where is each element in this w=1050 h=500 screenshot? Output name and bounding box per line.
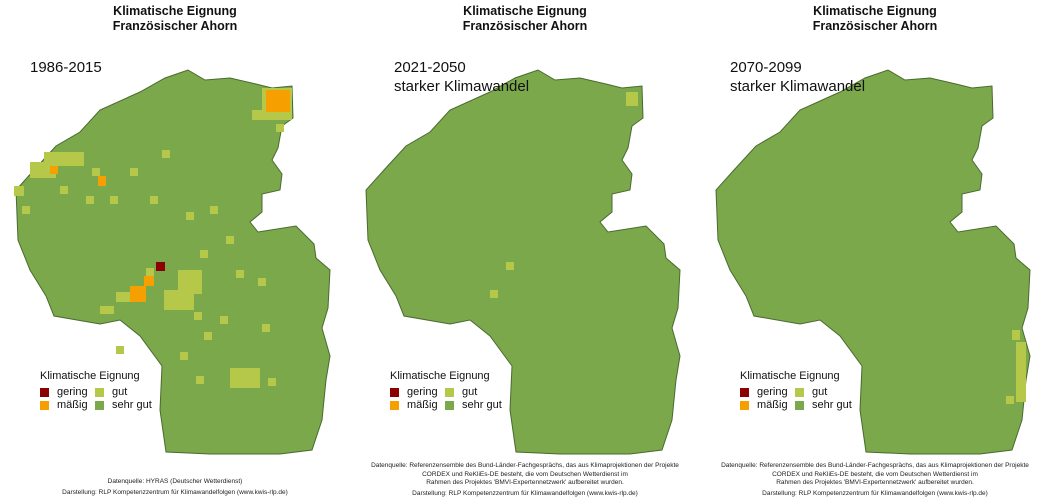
grid-cell-gut — [92, 168, 100, 176]
grid-cell-gut — [22, 206, 30, 214]
grid-cell-gut — [626, 92, 638, 106]
grid-cell-gut — [230, 368, 260, 388]
grid-cell-gut — [116, 292, 136, 302]
grid-cell-gut — [506, 262, 514, 270]
legend-swatch — [390, 387, 399, 397]
grid-cell-gut — [220, 316, 228, 324]
grid-cell-gut — [262, 324, 270, 332]
legend-item-gut: gut — [95, 386, 127, 398]
grid-cell-gut — [164, 290, 194, 310]
period-label: 2070-2099 starker Klimawandel — [730, 59, 866, 95]
legend-item-gering: gering — [40, 386, 88, 398]
grid-cell-gut — [86, 196, 94, 204]
grid-cell-gut — [194, 312, 202, 320]
grid-cell-gut — [226, 236, 234, 244]
grid-cell-maessig — [144, 276, 154, 286]
grid-cell-gering — [156, 262, 165, 271]
legend-item-maessig: mäßig — [390, 399, 438, 411]
map-panel-2021-2050: Klimatische Eignung Französischer Ahorn … — [350, 0, 700, 500]
grid-cell-gut — [100, 306, 114, 314]
map-panel-1986-2015: Klimatische Eignung Französischer Ahorn … — [0, 0, 350, 500]
grid-cell-gut — [1012, 330, 1020, 340]
grid-cell-gut — [116, 346, 124, 354]
grid-cell-maessig — [130, 286, 146, 302]
legend-swatch — [95, 387, 104, 397]
legend-swatch — [40, 400, 49, 410]
map-panel-2070-2099: Klimatische Eignung Französischer Ahorn … — [700, 0, 1050, 500]
suitability-map — [715, 69, 1031, 455]
period-label: 1986-2015 — [30, 59, 102, 76]
grid-cell-maessig — [98, 176, 106, 186]
grid-cell-gut — [210, 206, 218, 214]
legend-title: Klimatische Eignung — [390, 370, 490, 382]
legend-title: Klimatische Eignung — [740, 370, 840, 382]
legend-swatch — [445, 400, 454, 410]
chart-title: Klimatische Eignung Französischer Ahorn — [112, 4, 238, 33]
grid-cell-gut — [110, 196, 118, 204]
grid-cell-gut — [130, 168, 138, 176]
source-note: Datenquelle: HYRAS (Deutscher Wetterdien… — [62, 478, 288, 496]
legend-item-sehr-gut: sehr gut — [445, 399, 502, 411]
legend-item-gut: gut — [445, 386, 477, 398]
region-shape — [715, 69, 1031, 455]
grid-cell-gut — [200, 250, 208, 258]
grid-cell-gut — [276, 124, 284, 132]
legend-item-maessig: mäßig — [740, 399, 788, 411]
legend-item-gering: gering — [740, 386, 788, 398]
legend-swatch — [40, 387, 49, 397]
source-note: Datenquelle: Referenzensemble des Bund-L… — [371, 462, 679, 497]
legend-swatch — [740, 387, 749, 397]
grid-cell-gut — [60, 186, 68, 194]
period-label: 2021-2050 starker Klimawandel — [394, 59, 530, 95]
grid-cell-gut — [1006, 396, 1014, 404]
suitability-map — [365, 69, 681, 455]
legend-item-maessig: mäßig — [40, 399, 88, 411]
grid-cell-gut — [268, 378, 276, 386]
grid-cell-gut — [1016, 342, 1026, 402]
grid-cell-gut — [186, 212, 194, 220]
suitability-map — [14, 69, 331, 455]
grid-cell-maessig — [50, 166, 58, 174]
grid-cell-gut — [236, 270, 244, 278]
grid-cell-gut — [490, 290, 498, 298]
legend-swatch — [740, 400, 749, 410]
legend-swatch — [795, 387, 804, 397]
region-shape — [15, 69, 331, 455]
grid-cell-gut — [30, 162, 56, 178]
legend-item-gering: gering — [390, 386, 438, 398]
grid-cell-gut — [14, 186, 24, 196]
grid-cell-gut — [258, 278, 266, 286]
grid-cell-gut — [204, 332, 212, 340]
grid-cell-gut — [162, 150, 170, 158]
legend-swatch — [445, 387, 454, 397]
grid-cell-gut — [180, 352, 188, 360]
grid-cell-maessig — [266, 90, 290, 112]
source-note: Datenquelle: Referenzensemble des Bund-L… — [721, 462, 1029, 497]
legend-swatch — [795, 400, 804, 410]
chart-title: Klimatische Eignung Französischer Ahorn — [812, 4, 938, 33]
grid-cell-gut — [196, 376, 204, 384]
grid-cell-gut — [252, 110, 262, 120]
legend-swatch — [390, 400, 399, 410]
legend-item-gut: gut — [795, 386, 827, 398]
legend-swatch — [95, 400, 104, 410]
chart-title: Klimatische Eignung Französischer Ahorn — [462, 4, 588, 33]
grid-cell-gut — [146, 268, 154, 276]
legend-item-sehr-gut: sehr gut — [95, 399, 152, 411]
legend-title: Klimatische Eignung — [40, 370, 140, 382]
region-shape — [365, 69, 681, 455]
grid-cell-gut — [150, 196, 158, 204]
legend-item-sehr-gut: sehr gut — [795, 399, 852, 411]
